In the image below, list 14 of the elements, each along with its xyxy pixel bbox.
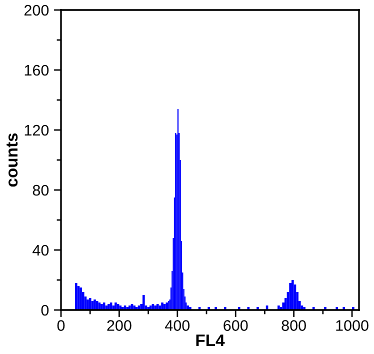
- x-tick-label: 800: [282, 320, 306, 331]
- y-tick-label: 80: [32, 184, 49, 196]
- x-tick-label: 0: [57, 320, 65, 331]
- y-tick-label: 0: [41, 304, 49, 316]
- x-axis-title: FL4: [196, 334, 225, 346]
- x-tick-label: 600: [224, 320, 248, 331]
- x-tick-label: 400: [165, 320, 190, 331]
- y-tick-label: 120: [24, 124, 49, 136]
- x-tick-label: 1000: [336, 320, 368, 331]
- x-tick-label: 200: [107, 320, 132, 331]
- y-axis-title: counts: [6, 133, 18, 187]
- y-tick-label: 200: [24, 4, 49, 16]
- y-tick-label: 40: [32, 244, 49, 256]
- y-tick-label: 160: [24, 64, 49, 76]
